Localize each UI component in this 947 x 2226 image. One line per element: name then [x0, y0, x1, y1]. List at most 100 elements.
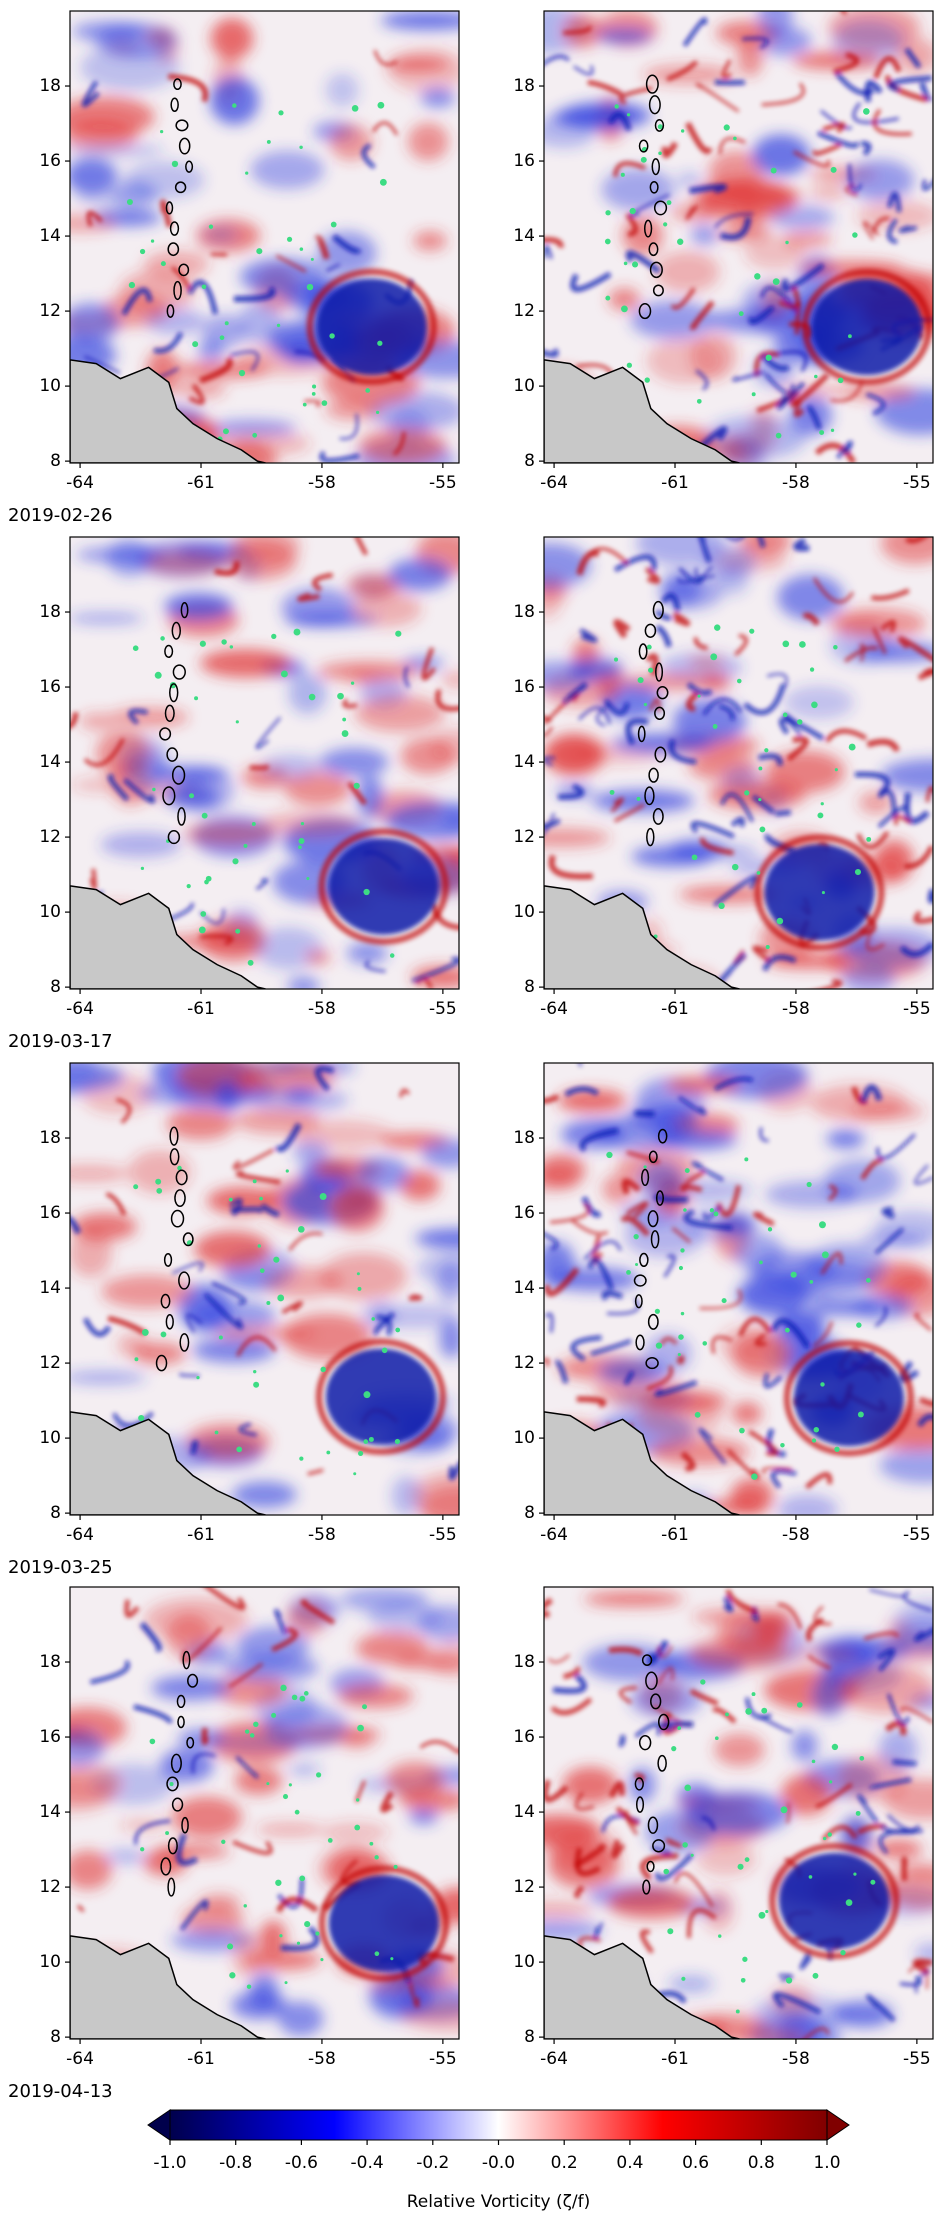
filament — [364, 959, 386, 973]
island — [635, 1796, 645, 1813]
filament — [176, 1833, 198, 1866]
blob — [631, 846, 713, 867]
speck — [306, 877, 310, 881]
island — [638, 1734, 652, 1751]
speck — [311, 392, 316, 396]
colorbar-tick-label: 0.4 — [616, 2153, 643, 2173]
blob — [875, 388, 933, 435]
blob — [858, 791, 893, 815]
speck — [646, 644, 652, 650]
filament — [714, 212, 754, 229]
y-tick-label: 16 — [39, 1203, 61, 1223]
blob — [914, 1943, 933, 1964]
filament — [899, 1360, 919, 1383]
island — [657, 1754, 667, 1772]
island — [652, 600, 664, 620]
blob — [144, 550, 227, 576]
filament — [611, 1839, 625, 1859]
filament — [578, 706, 611, 725]
blob — [765, 750, 845, 793]
blob — [648, 1438, 750, 1466]
blob — [133, 1342, 186, 1365]
speck — [238, 369, 246, 377]
filament — [887, 191, 902, 213]
speck — [759, 826, 766, 833]
filament — [698, 537, 712, 563]
filaments — [70, 1066, 459, 1481]
blob — [894, 37, 933, 74]
filament — [618, 1734, 626, 1748]
speck — [252, 1179, 257, 1184]
blob — [592, 789, 695, 813]
x-tick-label: -55 — [903, 473, 931, 493]
blob — [809, 186, 849, 199]
blob — [250, 150, 325, 190]
island — [645, 1671, 658, 1691]
filament — [564, 1086, 599, 1097]
filament — [544, 1312, 554, 1333]
blob — [731, 1401, 762, 1425]
filament — [315, 1066, 335, 1092]
filament — [133, 1704, 174, 1724]
filament — [435, 689, 459, 712]
speck — [751, 1473, 758, 1480]
y-tick-label: 10 — [39, 902, 61, 922]
blob — [545, 1825, 619, 1871]
speck — [266, 1782, 270, 1786]
blob — [703, 1889, 734, 1931]
speck — [740, 1977, 746, 1983]
speck — [723, 124, 730, 131]
speck — [809, 667, 815, 672]
eddy — [328, 838, 439, 935]
speck — [808, 1875, 813, 1879]
filament — [610, 797, 624, 813]
speck — [169, 1782, 174, 1787]
filament — [235, 1170, 281, 1185]
filament — [618, 86, 653, 105]
filament — [898, 225, 918, 233]
blob — [70, 1371, 147, 1385]
filament — [608, 1780, 625, 1798]
speck — [298, 845, 302, 850]
filament — [579, 1127, 619, 1152]
island — [652, 284, 664, 297]
blob — [733, 1233, 784, 1272]
filament — [375, 1315, 392, 1336]
filament — [228, 1662, 264, 1688]
island — [172, 664, 186, 680]
speck — [648, 667, 654, 673]
filament — [748, 305, 775, 325]
speck — [744, 1157, 749, 1162]
speck — [165, 1831, 170, 1836]
speck — [303, 1691, 309, 1696]
speck — [657, 124, 663, 130]
blob — [234, 1107, 320, 1135]
speck — [189, 793, 195, 799]
speck — [694, 1411, 701, 1418]
filament — [236, 1335, 277, 1357]
filament — [574, 1791, 595, 1811]
speck — [691, 854, 698, 861]
speck — [221, 1839, 226, 1844]
speck — [374, 1951, 380, 1956]
island — [649, 180, 659, 194]
blob — [232, 1929, 263, 1978]
speck — [229, 1972, 236, 1979]
filament — [128, 708, 148, 725]
speck — [278, 110, 284, 116]
speck — [219, 335, 225, 341]
speck — [830, 428, 835, 432]
filament — [544, 756, 556, 767]
blob — [192, 1337, 276, 1363]
filament — [214, 560, 240, 576]
x-tick-label: -64 — [540, 473, 568, 493]
speck — [246, 1984, 252, 1989]
blob — [638, 1160, 683, 1202]
filament — [893, 814, 912, 826]
blob — [249, 1972, 279, 2010]
filament — [689, 1688, 719, 1706]
x-tick-label: -55 — [903, 1525, 931, 1545]
speck — [809, 1280, 814, 1284]
y-tick-label: 18 — [513, 1652, 535, 1672]
eddy-rim — [783, 1340, 914, 1457]
